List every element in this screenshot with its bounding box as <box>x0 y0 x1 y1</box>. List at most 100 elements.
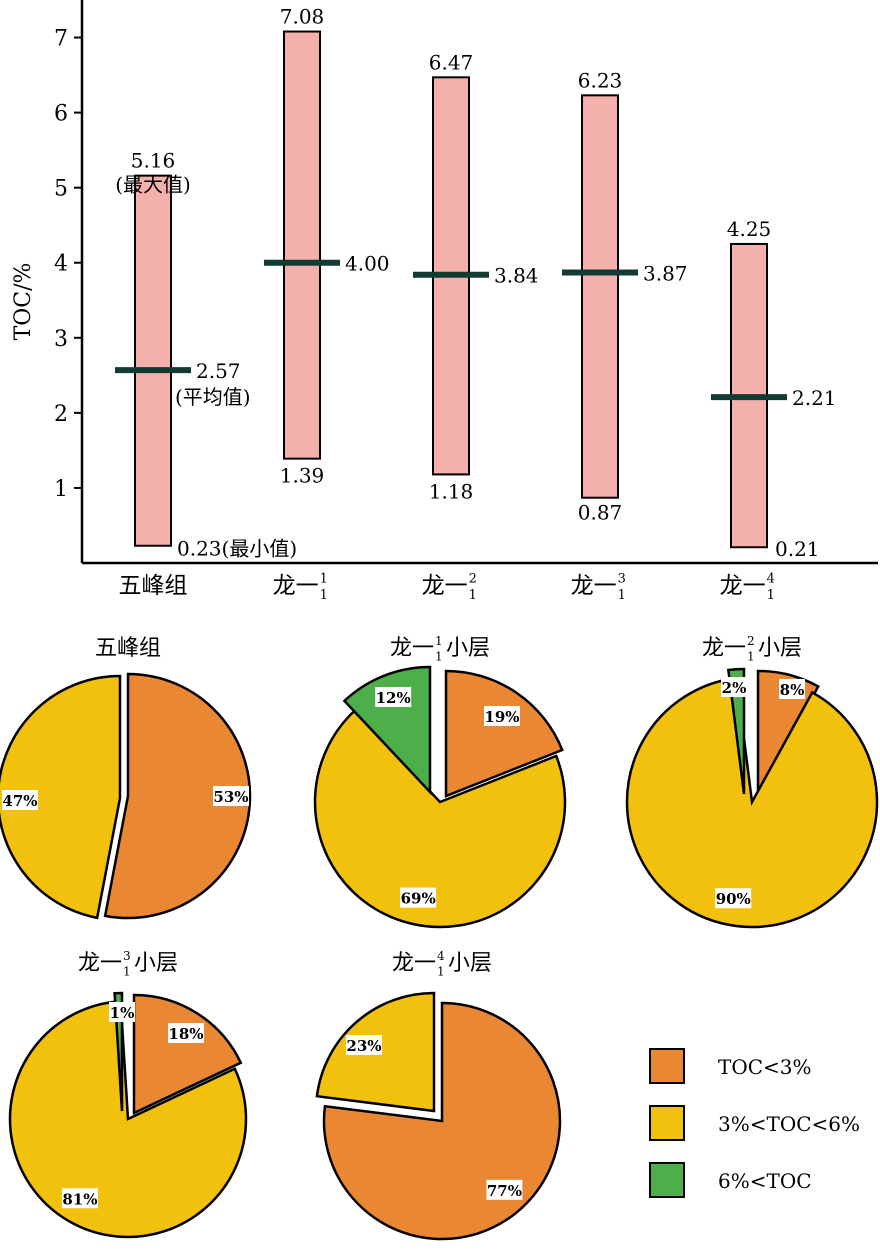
pie-3-label-bg-2 <box>109 1002 135 1022</box>
y-tick-label-5: 5 <box>54 177 68 202</box>
mean-label-0: 2.57 <box>196 359 241 383</box>
pie-title-4-text: 龙一 <box>392 951 436 976</box>
pie-title-1-sup: 1 <box>435 634 443 648</box>
x-category-1: 龙一 11 <box>273 572 328 603</box>
pie-2-label-0: 8% <box>780 681 805 699</box>
pie-0-label-0: 53% <box>213 788 248 806</box>
pie-title-1-tail: 小层 <box>446 636 490 661</box>
pie-1-slice-0 <box>444 669 564 798</box>
pie-1-label-1: 69% <box>401 890 436 908</box>
pie-4-label-bg-1 <box>346 1035 382 1055</box>
pie-2-slice-2 <box>726 667 746 795</box>
pie-3-label-0: 18% <box>168 1025 203 1043</box>
x-category-1-text: 龙一 <box>273 573 319 599</box>
pie-title-0-text: 五峰组 <box>95 636 161 661</box>
mean-label-3: 3.87 <box>643 261 688 285</box>
x-category-3-sub: 1 <box>618 588 626 603</box>
x-category-1-sup: 1 <box>320 572 328 587</box>
pie-0-label-1: 47% <box>2 792 37 810</box>
range-bar-3 <box>581 94 619 499</box>
pie-title-3: 龙一 3 1 小层 <box>78 949 178 978</box>
pie-title-2-sub: 1 <box>747 650 755 664</box>
range-bar-1 <box>283 30 321 460</box>
pie-3-slice-1 <box>8 999 248 1239</box>
max-label-4: 4.25 <box>727 217 772 241</box>
pie-4-label-1: 23% <box>346 1037 381 1055</box>
pie-1-label-0: 19% <box>484 708 519 726</box>
x-category-0: 五峰组 <box>119 573 188 599</box>
pie-title-3-sub: 1 <box>123 965 131 979</box>
pie-3-slice-0 <box>132 993 243 1115</box>
pie-2-slice-1 <box>625 676 879 929</box>
pie-0-slice-1 <box>0 674 122 920</box>
y-tick-label-3: 3 <box>54 327 68 352</box>
y-tick-label-1: 1 <box>54 477 68 502</box>
pie-0-label-bg-0 <box>213 786 249 806</box>
x-category-3-sup: 3 <box>618 572 626 587</box>
pie-title-4-sup: 4 <box>437 949 445 963</box>
legend-label-0: TOC<3% <box>718 1055 812 1079</box>
legend-swatch-0 <box>649 1048 685 1084</box>
legend-label-2: 6%<TOC <box>718 1169 812 1193</box>
pie-title-1-text: 龙一 <box>390 636 434 661</box>
y-tick-label-2: 2 <box>54 402 68 427</box>
min-label-2: 1.18 <box>429 479 474 503</box>
pie-title-2: 龙一 2 1 小层 <box>702 634 802 663</box>
pie-1-label-bg-1 <box>400 887 437 908</box>
pie-3-slice-2 <box>113 991 124 1112</box>
legend-swatch-2 <box>649 1162 685 1198</box>
max-label-3: 6.23 <box>578 68 623 92</box>
x-category-0-text: 五峰组 <box>119 573 188 599</box>
y-tick-label-7: 7 <box>54 27 68 52</box>
min-label-0: 0.23(最小值) <box>177 537 297 561</box>
x-category-3: 龙一 31 <box>571 572 626 603</box>
x-category-2-text: 龙一 <box>422 573 468 599</box>
pie-2-label-2: 2% <box>722 679 747 697</box>
min-label-4: 0.21 <box>775 537 820 561</box>
range-bar-0 <box>134 174 172 547</box>
pie-1-label-bg-0 <box>484 706 520 726</box>
y-axis-title: TOC/% <box>11 263 36 341</box>
pie-title-3-sup: 3 <box>123 949 131 963</box>
x-category-4-sub: 1 <box>767 588 775 603</box>
legend-swatch-1 <box>649 1105 685 1141</box>
x-category-1-sub: 1 <box>320 588 328 603</box>
min-label-1: 1.39 <box>280 464 325 488</box>
x-category-4: 龙一 41 <box>720 572 775 603</box>
x-category-2-sub: 1 <box>469 588 477 603</box>
y-tick-label-6: 6 <box>54 102 68 127</box>
x-category-4-sup: 4 <box>767 572 775 587</box>
pie-3-label-bg-0 <box>168 1023 204 1043</box>
pie-2-label-bg-1 <box>715 888 752 909</box>
pie-title-2-tail: 小层 <box>758 636 802 661</box>
pie-1-label-2: 12% <box>376 689 411 707</box>
pie-2-label-1: 90% <box>716 890 751 908</box>
mean-label-2: 3.84 <box>494 264 539 288</box>
pie-title-3-text: 龙一 <box>78 951 122 976</box>
pie-2-label-bg-0 <box>779 679 805 699</box>
mean-note: (平均值) <box>175 385 251 409</box>
mean-label-4: 2.21 <box>792 386 837 410</box>
pie-3-label-1: 81% <box>62 1190 97 1208</box>
pie-3-label-2: 1% <box>110 1004 135 1022</box>
max-label-1: 7.08 <box>280 5 325 29</box>
pie-title-2-text: 龙一 <box>702 636 746 661</box>
pie-0-slice-0 <box>103 672 252 920</box>
pie-1-slice-1 <box>313 709 567 929</box>
pie-title-2-sup: 2 <box>747 634 755 648</box>
pie-title-1-sub: 1 <box>435 650 443 664</box>
pie-title-4-tail: 小层 <box>448 951 492 976</box>
x-category-3-text: 龙一 <box>571 573 617 599</box>
pie-title-3-tail: 小层 <box>134 951 178 976</box>
mean-label-1: 4.00 <box>345 252 390 276</box>
min-label-3: 0.87 <box>578 501 623 525</box>
x-category-4-text: 龙一 <box>720 573 766 599</box>
pie-0-label-bg-1 <box>2 790 38 810</box>
pie-4-label-0: 77% <box>487 1182 522 1200</box>
y-tick-label-4: 4 <box>54 252 68 277</box>
legend-label-1: 3%<TOC<6% <box>718 1112 860 1136</box>
pie-title-1: 龙一 1 1 小层 <box>390 634 490 663</box>
pie-2-label-bg-2 <box>721 677 747 697</box>
max-label-2: 6.47 <box>429 50 474 74</box>
